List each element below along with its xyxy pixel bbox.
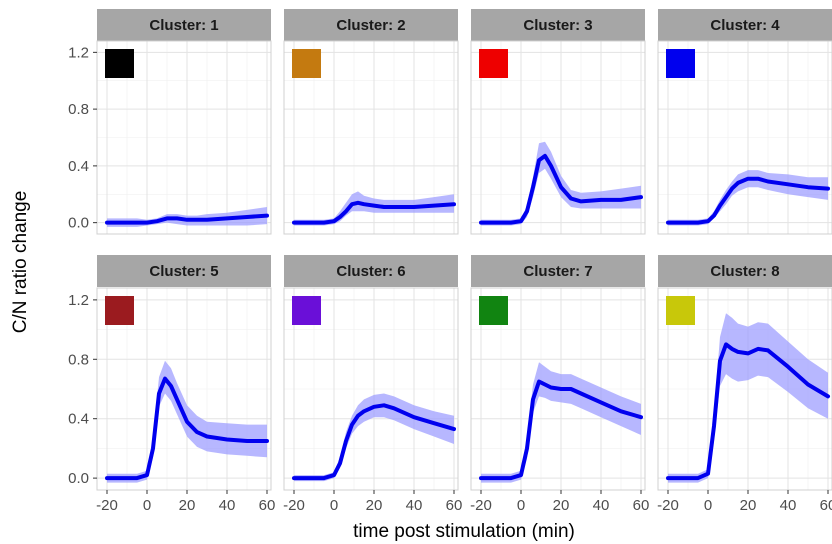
cluster-color-swatch xyxy=(666,49,695,78)
panel-border xyxy=(470,40,646,235)
facet-panel: Cluster: 2 xyxy=(283,9,459,235)
facet-strip-label: Cluster: 7 xyxy=(523,263,592,280)
confidence-band xyxy=(294,191,454,226)
mean-line xyxy=(292,200,456,225)
facet-panel: Cluster: 8 -20 0 20 40 60 xyxy=(657,255,832,514)
x-tick-label: 60 xyxy=(446,497,463,514)
x-tick-label: 40 xyxy=(780,497,797,514)
mean-line xyxy=(666,176,830,225)
x-tick-label: 60 xyxy=(820,497,832,514)
y-tick-label: 0.8 xyxy=(68,101,89,118)
y-tick-label: 0.4 xyxy=(68,158,89,175)
x-tick-label: 0 xyxy=(704,497,712,514)
facet-strip xyxy=(97,255,271,287)
x-tick-label: -20 xyxy=(657,497,679,514)
confidence-band xyxy=(481,362,641,483)
mean-line xyxy=(105,213,269,225)
facet-strip-label: Cluster: 2 xyxy=(336,17,405,34)
x-tick-label: 0 xyxy=(330,497,338,514)
panel-border xyxy=(657,287,832,491)
y-tick-label: 0.8 xyxy=(68,351,89,368)
x-tick-label: 20 xyxy=(553,497,570,514)
facet-strip-label: Cluster: 6 xyxy=(336,263,405,280)
facet-strip-label: Cluster: 1 xyxy=(149,17,218,34)
x-tick-label: 20 xyxy=(179,497,196,514)
facet-strip xyxy=(658,255,832,287)
facet-panels: Cluster: 1 0.0 0.4 0.8 1.2 Cluster: 2 Cluster:… xyxy=(68,9,832,514)
x-tick-label: 40 xyxy=(593,497,610,514)
facet-strip xyxy=(658,9,832,41)
panel-border xyxy=(283,287,459,491)
x-tick-label: 40 xyxy=(219,497,236,514)
y-tick-label: 1.2 xyxy=(68,44,89,61)
facet-strip xyxy=(284,255,458,287)
x-tick-label: 60 xyxy=(259,497,276,514)
cluster-color-swatch xyxy=(105,296,134,325)
panel-border xyxy=(96,287,272,491)
facet-panel: Cluster: 3 xyxy=(470,9,646,235)
cluster-color-swatch xyxy=(666,296,695,325)
y-tick-label: 0.0 xyxy=(68,215,89,232)
mean-line xyxy=(479,153,643,225)
mean-line xyxy=(105,376,269,481)
x-tick-label: 40 xyxy=(406,497,423,514)
mean-line xyxy=(666,342,830,481)
panel-border xyxy=(283,40,459,235)
confidence-band xyxy=(668,313,828,483)
facet-strip xyxy=(471,9,645,41)
y-tick-label: 0.0 xyxy=(68,470,89,487)
facet-strip-label: Cluster: 5 xyxy=(149,263,218,280)
facet-strip-label: Cluster: 4 xyxy=(710,17,780,34)
x-tick-label: 0 xyxy=(143,497,151,514)
facet-panel: Cluster: 5 0.0 0.4 0.8 1.2 -20 0 20 40 60 xyxy=(68,255,275,514)
facet-strip xyxy=(97,9,271,41)
panel-border xyxy=(96,40,272,235)
x-tick-label: 20 xyxy=(740,497,757,514)
x-tick-label: -20 xyxy=(283,497,305,514)
facet-panel: Cluster: 1 0.0 0.4 0.8 1.2 xyxy=(68,9,272,235)
cluster-color-swatch xyxy=(292,296,321,325)
facet-strip-label: Cluster: 3 xyxy=(523,17,592,34)
mean-line xyxy=(292,403,456,481)
x-tick-label: 20 xyxy=(366,497,383,514)
y-tick-label: 1.2 xyxy=(68,292,89,309)
facet-panel: Cluster: 4 xyxy=(657,9,832,235)
x-tick-label: 0 xyxy=(517,497,525,514)
mean-line xyxy=(479,379,643,481)
x-axis-title: time post stimulation (min) xyxy=(353,521,575,542)
x-tick-label: -20 xyxy=(96,497,118,514)
facet-strip xyxy=(284,9,458,41)
facet-strip xyxy=(471,255,645,287)
facet-panel: Cluster: 6 -20 0 20 40 60 xyxy=(283,255,462,514)
facet-strip-label: Cluster: 8 xyxy=(710,263,779,280)
cluster-color-swatch xyxy=(292,49,321,78)
cluster-color-swatch xyxy=(479,49,508,78)
panel-border xyxy=(657,40,832,235)
panel-border xyxy=(470,287,646,491)
y-tick-label: 0.4 xyxy=(68,411,89,428)
cluster-color-swatch xyxy=(479,296,508,325)
x-tick-label: -20 xyxy=(470,497,492,514)
x-tick-label: 60 xyxy=(633,497,650,514)
y-axis-title: C/N ratio change xyxy=(10,191,31,334)
cluster-color-swatch xyxy=(105,49,134,78)
facet-panel: Cluster: 7 -20 0 20 40 60 xyxy=(470,255,649,514)
